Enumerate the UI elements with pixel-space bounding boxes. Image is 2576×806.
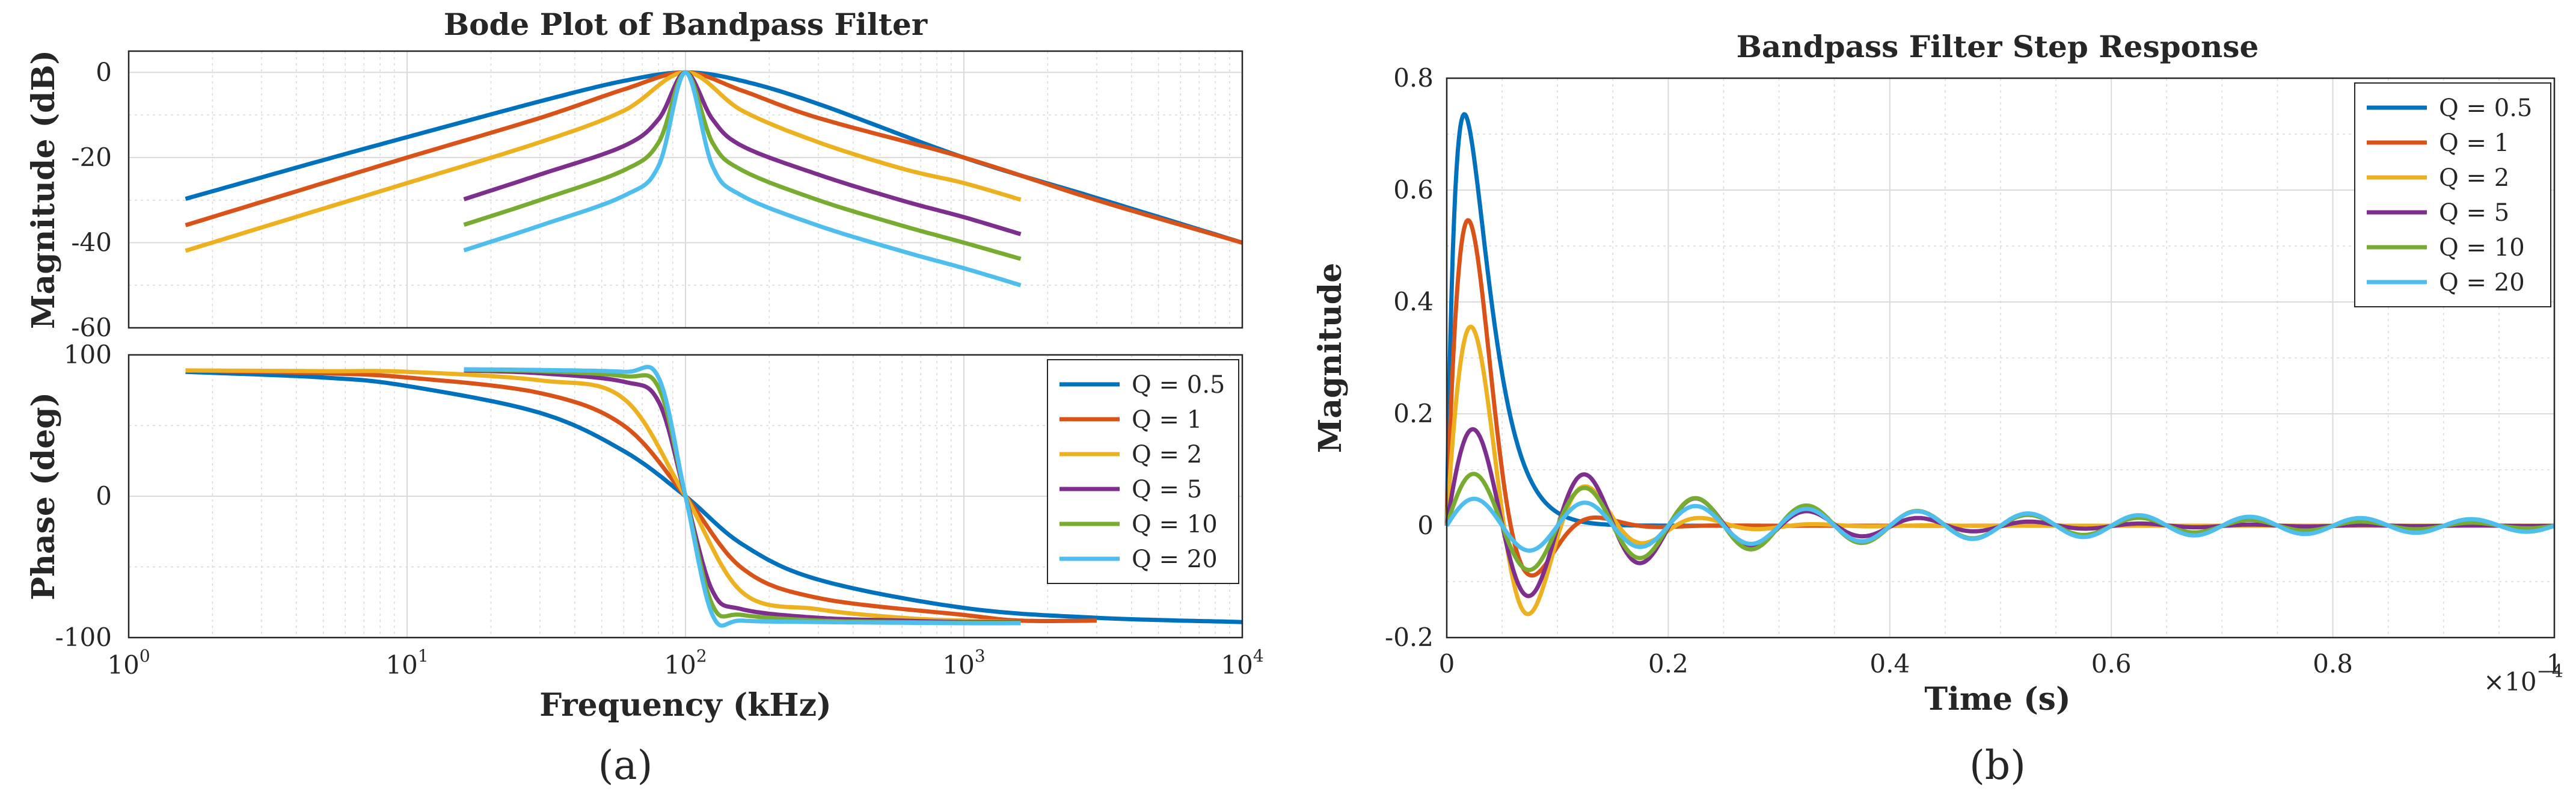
step-response-title: Bandpass Filter Step Response xyxy=(1737,29,2259,64)
legend-label-q10: Q = 10 xyxy=(2439,234,2525,262)
tick-base: 10 xyxy=(107,650,139,680)
step-y-tick-label: 0 xyxy=(1417,511,1434,540)
magnitude-y-label: Magnitude (dB) xyxy=(25,50,62,329)
magnitude-y-tick-label: -60 xyxy=(71,313,112,342)
tick-exp: 1 xyxy=(418,646,429,666)
legend-label-q05: Q = 0.5 xyxy=(1132,371,1225,399)
tick-exp: 0 xyxy=(140,646,150,666)
magnitude-y-ticks: 0 -20 -40 -60 xyxy=(71,57,112,342)
phase-y-ticks: 100 0 -100 xyxy=(55,340,112,652)
legend-label-q10: Q = 10 xyxy=(1132,511,1218,538)
tick-base: 10 xyxy=(664,650,696,680)
frequency-x-tick-label: 103 xyxy=(942,646,985,680)
frequency-x-tick-label: 101 xyxy=(385,646,428,680)
magnitude-y-tick-label: -20 xyxy=(71,143,112,172)
bode-magnitude-plot: Bode Plot of Bandpass Filter 0-20-40-60 … xyxy=(25,7,1244,342)
phase-y-label: Phase (deg) xyxy=(25,392,62,600)
phase-y-tick-label: 0 xyxy=(96,481,112,511)
magnitude-axes-box xyxy=(127,50,1244,329)
phase-line-q20 xyxy=(464,365,1022,628)
step-x-ticks: 0 0.2 0.4 0.6 0.8 1 xyxy=(1439,649,2563,678)
caption-b: (b) xyxy=(1969,742,2026,789)
phase-x-ticks: 100 101 102 103 104 xyxy=(107,646,1263,680)
phase-axes-box xyxy=(127,354,1244,639)
legend-label-q5: Q = 5 xyxy=(2439,199,2509,227)
step-y-tick-label: 0.8 xyxy=(1393,63,1434,93)
frequency-x-tick-label: 100 xyxy=(107,646,150,680)
legend-label-q20: Q = 20 xyxy=(1132,546,1218,573)
frequency-x-tick-label: 102 xyxy=(664,646,707,680)
step-y-label: Magnitude xyxy=(1312,263,1349,453)
bode-plot-title: Bode Plot of Bandpass Filter xyxy=(444,7,928,42)
step-x-tick-label: 0 xyxy=(1439,649,1455,678)
step-series xyxy=(1444,112,2556,617)
step-y-tick-label: 0.2 xyxy=(1393,399,1434,428)
x-multiplier-base: ×10 xyxy=(2483,667,2537,697)
phase-y-tick-label: -100 xyxy=(55,623,112,652)
magnitude-series xyxy=(185,70,1244,288)
step-y-tick-label: -0.2 xyxy=(1385,623,1434,652)
step-response-plot: Bandpass Filter Step Response -0.200.20.… xyxy=(1312,29,2563,718)
legend-box xyxy=(2354,82,2551,307)
frequency-x-tick-label: 104 xyxy=(1221,646,1263,680)
phase-legend: Q = 0.5 Q = 1 Q = 2 Q = 5 Q = 10 Q = 20 xyxy=(1047,359,1239,584)
time-x-label: Time (s) xyxy=(1924,681,2070,718)
legend-label-q5: Q = 5 xyxy=(1132,476,1202,503)
step-axes-box xyxy=(1446,77,2556,639)
tick-base: 10 xyxy=(385,650,417,680)
legend-label-q1: Q = 1 xyxy=(1132,406,1202,434)
magnitude-line-q5 xyxy=(463,70,1022,236)
magnitude-line-q10 xyxy=(463,70,1022,261)
step-legend: Q = 0.5 Q = 1 Q = 2 Q = 5 Q = 10 Q = 20 xyxy=(2354,82,2551,307)
step-x-tick-label: 0.2 xyxy=(1648,649,1688,678)
magnitude-line-q20 xyxy=(463,70,1022,288)
step-y-ticks: -0.2 0 0.2 0.4 0.6 0.8 xyxy=(1385,63,1434,652)
legend-label-q05: Q = 0.5 xyxy=(2439,94,2532,122)
legend-label-q2: Q = 2 xyxy=(2439,164,2509,192)
x-multiplier-exp: −4 xyxy=(2537,661,2563,682)
legend-label-q2: Q = 2 xyxy=(1132,441,1202,469)
tick-base: 10 xyxy=(942,650,974,680)
phase-y-tick-label: 100 xyxy=(64,340,112,369)
tick-exp: 2 xyxy=(696,646,707,666)
tick-exp: 4 xyxy=(1253,646,1264,666)
step-x-tick-label: 1 xyxy=(2547,649,2563,678)
step-x-tick-label: 0.6 xyxy=(2091,649,2132,678)
x-multiplier: ×10−4 xyxy=(2483,661,2563,697)
magnitude-y-tick-label: 0 xyxy=(96,57,112,87)
legend-box xyxy=(1047,359,1239,584)
phase-series xyxy=(185,365,1243,628)
tick-exp: 3 xyxy=(975,646,986,666)
legend-label-q1: Q = 1 xyxy=(2439,129,2509,157)
step-line-q20 xyxy=(1445,496,2556,553)
step-y-tick-label: 0.6 xyxy=(1393,175,1434,205)
tick-base: 10 xyxy=(1221,650,1253,680)
caption-a: (a) xyxy=(598,742,653,789)
step-x-tick-label: 0.8 xyxy=(2313,649,2353,678)
legend-label-q20: Q = 20 xyxy=(2439,269,2525,297)
magnitude-y-tick-label: -40 xyxy=(71,227,112,257)
step-y-tick-label: 0.4 xyxy=(1393,287,1434,316)
frequency-x-label: Frequency (kHz) xyxy=(539,687,831,724)
step-x-tick-label: 0.4 xyxy=(1869,649,1910,678)
